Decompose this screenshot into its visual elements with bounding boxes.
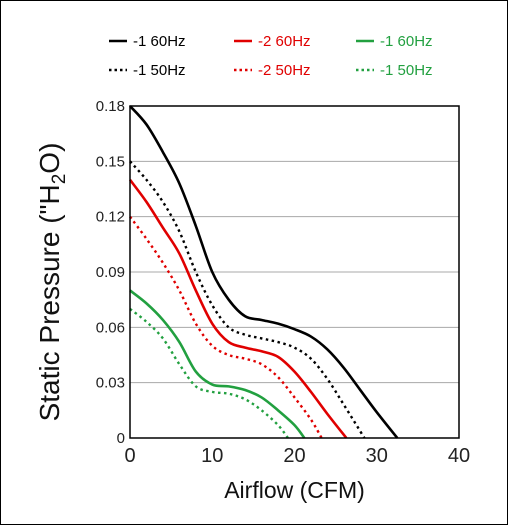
y-axis-title: Static Pressure ("H2O) xyxy=(34,143,70,422)
x-tick-labels: 0 10 20 30 40 xyxy=(124,445,470,467)
y-axis-title-end: O) xyxy=(34,143,65,174)
legend-label: -2 60Hz xyxy=(258,33,311,50)
y-tick-label: 0.06 xyxy=(96,319,125,336)
y-tick-label: 0 xyxy=(117,430,125,447)
legend-item-4: -2 50Hz xyxy=(234,62,311,79)
series-line-5 xyxy=(129,289,306,439)
x-tick-label: 10 xyxy=(201,445,223,467)
y-axis-title-subscript: 2 xyxy=(49,174,70,185)
legend-item-5: -1 60Hz xyxy=(356,33,433,50)
legend-label: -1 60Hz xyxy=(133,33,186,50)
y-tick-label: 0.09 xyxy=(96,264,125,281)
y-tick-labels: 0 0.03 0.06 0.09 0.12 0.15 0.18 xyxy=(96,98,125,447)
legend-item-6: -1 50Hz xyxy=(356,62,433,79)
x-tick-label: 40 xyxy=(448,445,470,467)
series-line-3 xyxy=(128,179,348,439)
legend-label: -1 50Hz xyxy=(133,62,186,79)
legend-item-1: -1 60Hz xyxy=(109,33,186,50)
y-tick-label: 0.15 xyxy=(96,153,125,170)
series-line-6 xyxy=(129,307,289,439)
x-axis-title: Airflow (CFM) xyxy=(224,477,365,503)
legend-label: -1 60Hz xyxy=(380,33,433,50)
x-tick-label: 0 xyxy=(124,445,135,467)
legend-item-2: -1 50Hz xyxy=(109,62,186,79)
legend-label: -2 50Hz xyxy=(258,62,311,79)
y-tick-label: 0.18 xyxy=(96,98,125,115)
x-tick-label: 20 xyxy=(283,445,305,467)
series-line-4 xyxy=(129,215,323,439)
legend-label: -1 50Hz xyxy=(380,62,433,79)
legend: -1 60Hz -1 50Hz -2 60Hz -2 50Hz -1 60Hz -1 50… xyxy=(109,33,433,79)
y-tick-label: 0.03 xyxy=(96,375,125,392)
grid-layer xyxy=(130,160,459,384)
y-axis-title-main: Static Pressure ("H xyxy=(34,184,65,421)
plot-border xyxy=(129,105,460,439)
series-line-1 xyxy=(129,105,399,439)
legend-item-3: -2 60Hz xyxy=(234,33,311,50)
series-layer xyxy=(128,105,399,439)
y-tick-label: 0.12 xyxy=(96,209,125,226)
series-line-2 xyxy=(129,160,366,439)
x-tick-label: 30 xyxy=(366,445,388,467)
